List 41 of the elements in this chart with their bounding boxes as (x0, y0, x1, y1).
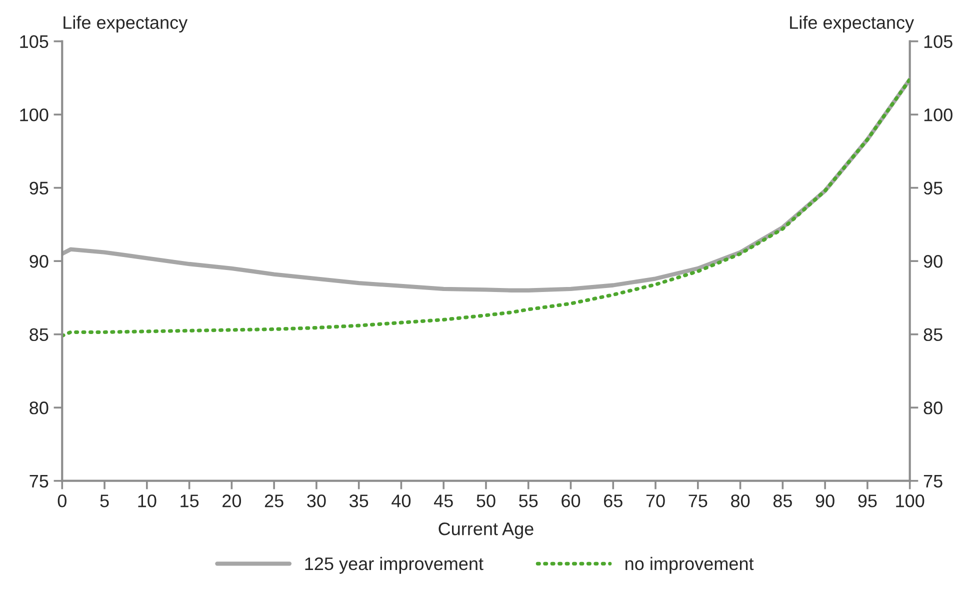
legend-label: 125 year improvement (305, 556, 484, 574)
x-tick-label: 85 (773, 494, 792, 508)
x-tick-label: 100 (896, 494, 924, 508)
x-tick-label: 30 (307, 494, 326, 508)
y-tick-label: 75 (30, 474, 48, 488)
x-tick-label: 50 (476, 494, 496, 508)
y-tick-label: 85 (30, 328, 48, 342)
y2-tick-label: 105 (924, 35, 952, 48)
x-tick-label: 90 (816, 494, 834, 508)
y-tick-label: 105 (20, 35, 48, 48)
y2-tick-label: 85 (924, 328, 942, 342)
x-tick-label: 15 (180, 494, 199, 508)
y2-tick-label: 95 (924, 182, 942, 195)
y-tick-label: 90 (30, 255, 48, 268)
x-tick-label: 65 (604, 494, 622, 508)
y-tick-label: 80 (30, 402, 48, 414)
y2-tick-label: 100 (924, 108, 952, 122)
x-axis-title: Current Age (438, 522, 534, 539)
line-series (62, 78, 910, 338)
y2-tick-label: 80 (924, 402, 942, 414)
y2-tick-label: 75 (924, 474, 942, 488)
x-tick-label: 5 (100, 494, 109, 508)
x-tick-label: 40 (392, 494, 411, 508)
x-tick-label: 80 (731, 494, 750, 508)
x-tick-label: 95 (858, 494, 877, 508)
x-tick-label: 55 (519, 494, 538, 508)
y-tick-label: 100 (20, 108, 48, 122)
x-tick-label: 75 (688, 494, 708, 508)
x-tick-label: 45 (434, 494, 453, 508)
x-tick-label: 35 (349, 494, 368, 508)
y2-axis-title: Life expectancy (790, 16, 914, 33)
y2-tick-label: 90 (924, 255, 942, 268)
x-tick-label: 25 (264, 494, 284, 508)
legend-label: no improvement (626, 556, 754, 574)
x-tick-label: 60 (562, 494, 580, 508)
y-axis-title: Life expectancy (64, 16, 188, 33)
x-tick-label: 20 (222, 494, 242, 508)
x-tick-label: 0 (58, 494, 66, 508)
y-tick-label: 95 (30, 182, 48, 195)
x-tick-label: 70 (646, 494, 665, 508)
x-tick-label: 10 (138, 494, 156, 508)
